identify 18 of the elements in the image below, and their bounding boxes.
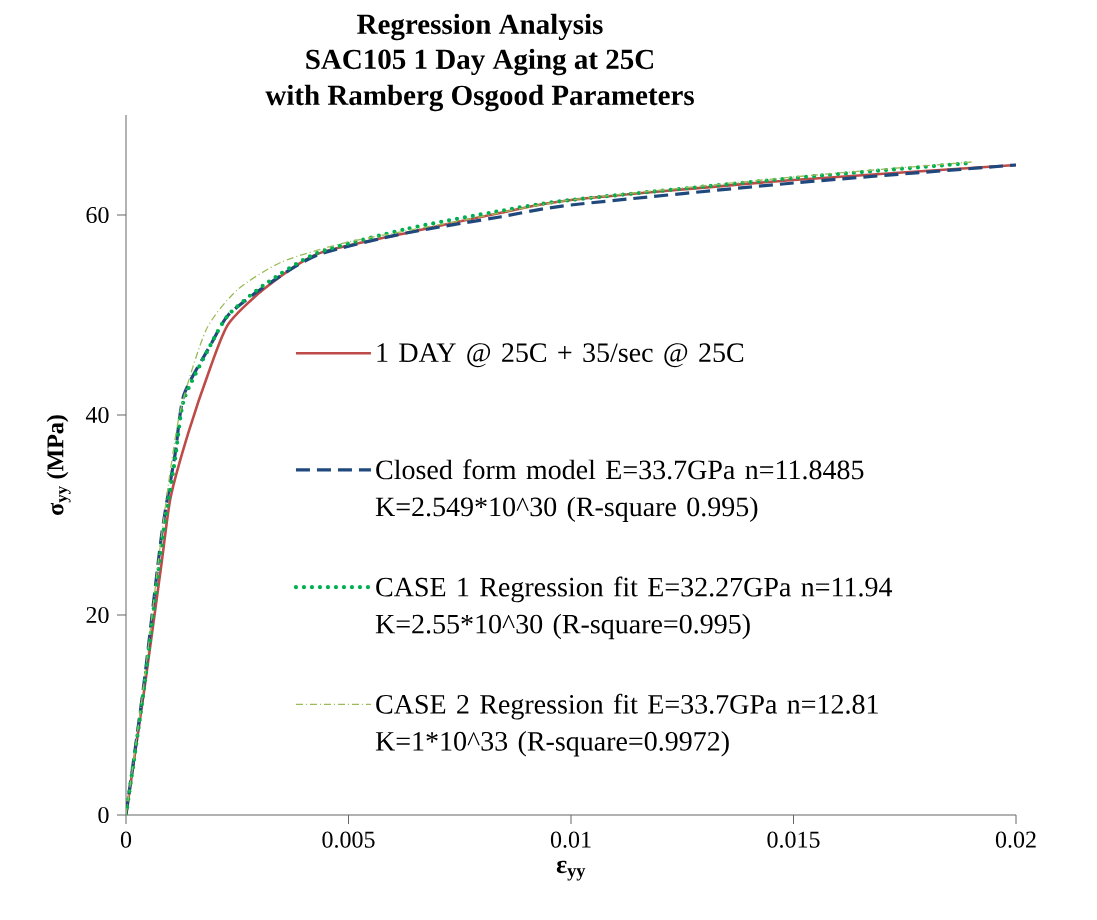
x-tick-label: 0.015 <box>767 831 820 848</box>
y-tick-label: 60 <box>86 206 109 224</box>
x-tick-label: 0.02 <box>995 831 1036 848</box>
x-tick-label: 0.005 <box>322 831 375 848</box>
legend-label: CASE 1 Regression fit E=32.27GPa n=11.94 K=2.55*10^30 (R-square=0.995) <box>375 576 893 640</box>
legend-label: CASE 2 Regression fit E=33.7GPa n=12.81 K=1*10^33 (R-square=0.9972) <box>375 693 878 757</box>
legend-label: 1 DAY @ 25C + 35/sec @ 25C <box>377 343 744 368</box>
y-tick-label: 20 <box>86 606 109 624</box>
text: with Ramberg Osgood Parameters <box>265 84 694 112</box>
y-tick-label: 40 <box>85 406 109 424</box>
x-tick-label: 0 <box>120 831 132 848</box>
chart-title: Regression Analysis <box>357 13 603 41</box>
x-axis-title: ε$_{yy}$ <box>556 860 586 881</box>
chart-subtitle: SAC105 1 Day Aging at 25C <box>306 48 653 76</box>
legend-label: Closed form model E=33.7GPa n=11.8485 K=2.549*10^30 (R-square 0.995) <box>375 459 864 523</box>
y-tick-label: 0 <box>98 806 109 824</box>
x-tick-label: 0.01 <box>550 831 591 848</box>
y-axis-title: σ$_{yy}$ (MPa) <box>46 415 71 515</box>
